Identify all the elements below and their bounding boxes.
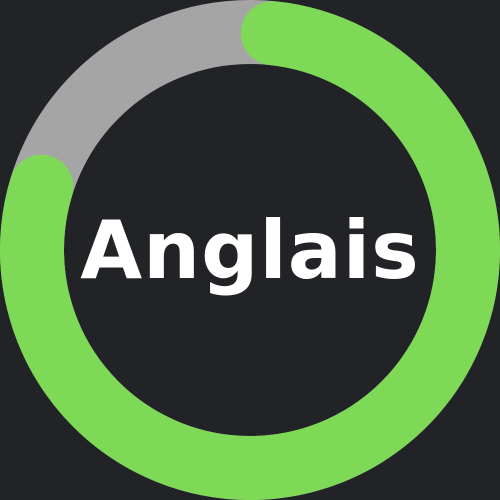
progress-widget: Anglais [0,0,500,500]
progress-label: Anglais [80,203,420,297]
progress-ring [0,0,500,500]
progress-fill [0,0,500,500]
